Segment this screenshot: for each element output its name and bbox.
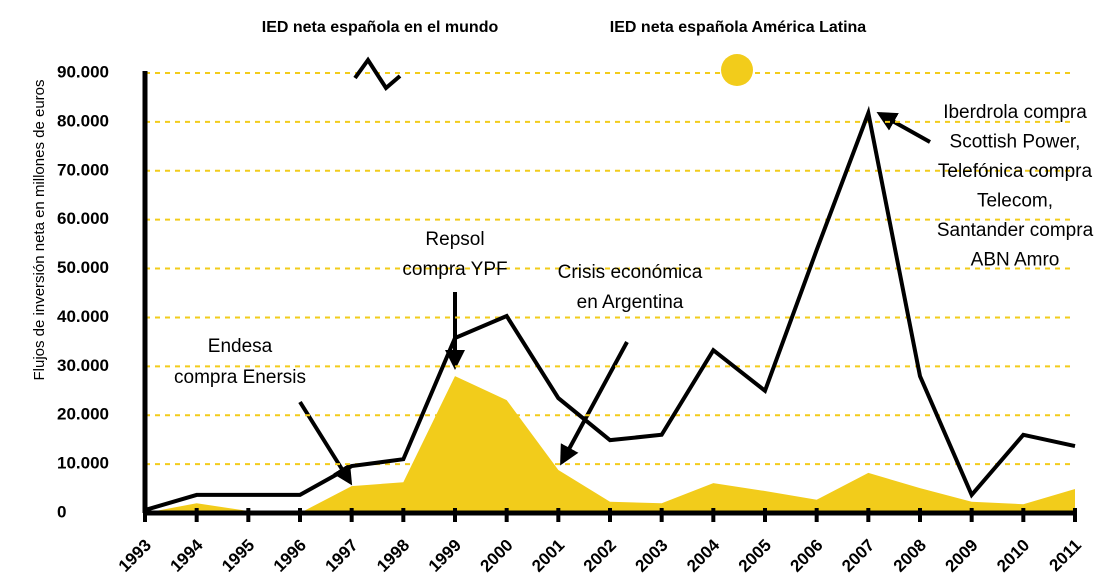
legend-label: IED neta española América Latina bbox=[610, 19, 866, 36]
x-tick-label: 2004 bbox=[683, 535, 724, 574]
y-tick-label: 60.000 bbox=[57, 209, 109, 228]
y-tick-label: 70.000 bbox=[57, 160, 109, 179]
annotation: compra YPF bbox=[402, 259, 507, 280]
annotation: en Argentina bbox=[577, 292, 684, 313]
x-tick-label: 1998 bbox=[373, 536, 413, 574]
annotation: Telefónica compra bbox=[938, 161, 1093, 182]
x-tick-label: 1996 bbox=[270, 536, 310, 574]
x-tick-label: 2011 bbox=[1045, 536, 1085, 574]
x-tick-label: 2009 bbox=[941, 536, 981, 574]
x-tick-label: 1994 bbox=[166, 535, 207, 574]
annotation: Repsol bbox=[425, 229, 484, 250]
x-tick-label: 1995 bbox=[218, 536, 258, 574]
annotation: ABN Amro bbox=[971, 250, 1060, 271]
x-tick-label: 2006 bbox=[786, 536, 826, 574]
x-tick-label: 2007 bbox=[838, 536, 878, 574]
y-tick-label: 40.000 bbox=[57, 307, 109, 326]
x-tick-label: 2003 bbox=[631, 536, 671, 574]
y-axis-label: Flujos de inversión neta en millones de … bbox=[31, 79, 48, 380]
annotation: Scottish Power, bbox=[950, 132, 1081, 153]
y-tick-label: 30.000 bbox=[57, 356, 109, 375]
legend-icon bbox=[721, 54, 753, 86]
annotation: Endesa bbox=[208, 336, 273, 357]
y-tick-label: 50.000 bbox=[57, 258, 109, 277]
legend-label: IED neta española en el mundo bbox=[262, 19, 499, 36]
x-tick-label: 1999 bbox=[425, 536, 465, 574]
legend: IED neta española en el mundo IED neta e… bbox=[262, 19, 866, 92]
line bbox=[144, 105, 1076, 512]
x-tick-label: 2002 bbox=[580, 536, 620, 574]
x-tick-label: 2001 bbox=[528, 536, 568, 574]
y-tick-label: 80.000 bbox=[57, 111, 109, 130]
x-tick-label: 2005 bbox=[735, 536, 775, 574]
annotation: Santander compra bbox=[937, 220, 1094, 241]
arrow bbox=[876, 112, 931, 144]
y-tick-label: 10.000 bbox=[57, 454, 109, 473]
y-tick-label: 20.000 bbox=[57, 405, 109, 424]
x-tick-label: 2010 bbox=[993, 536, 1033, 574]
annotation: compra Enersis bbox=[174, 367, 306, 388]
x-tick-label: 2008 bbox=[890, 536, 930, 574]
y-tick-label: 90.000 bbox=[57, 62, 109, 81]
annotation: Telecom, bbox=[977, 191, 1053, 212]
legend-icon bbox=[353, 56, 402, 92]
x-tick-label: 1997 bbox=[321, 536, 361, 574]
x-tick-label: 1993 bbox=[115, 536, 155, 574]
annotation: Crisis económica bbox=[558, 262, 703, 283]
annotation: Iberdrola compra bbox=[943, 102, 1087, 123]
arrow bbox=[560, 341, 629, 466]
area bbox=[145, 376, 1075, 513]
x-tick-label: 2000 bbox=[476, 536, 516, 574]
y-tick-label: 0 bbox=[57, 502, 66, 521]
